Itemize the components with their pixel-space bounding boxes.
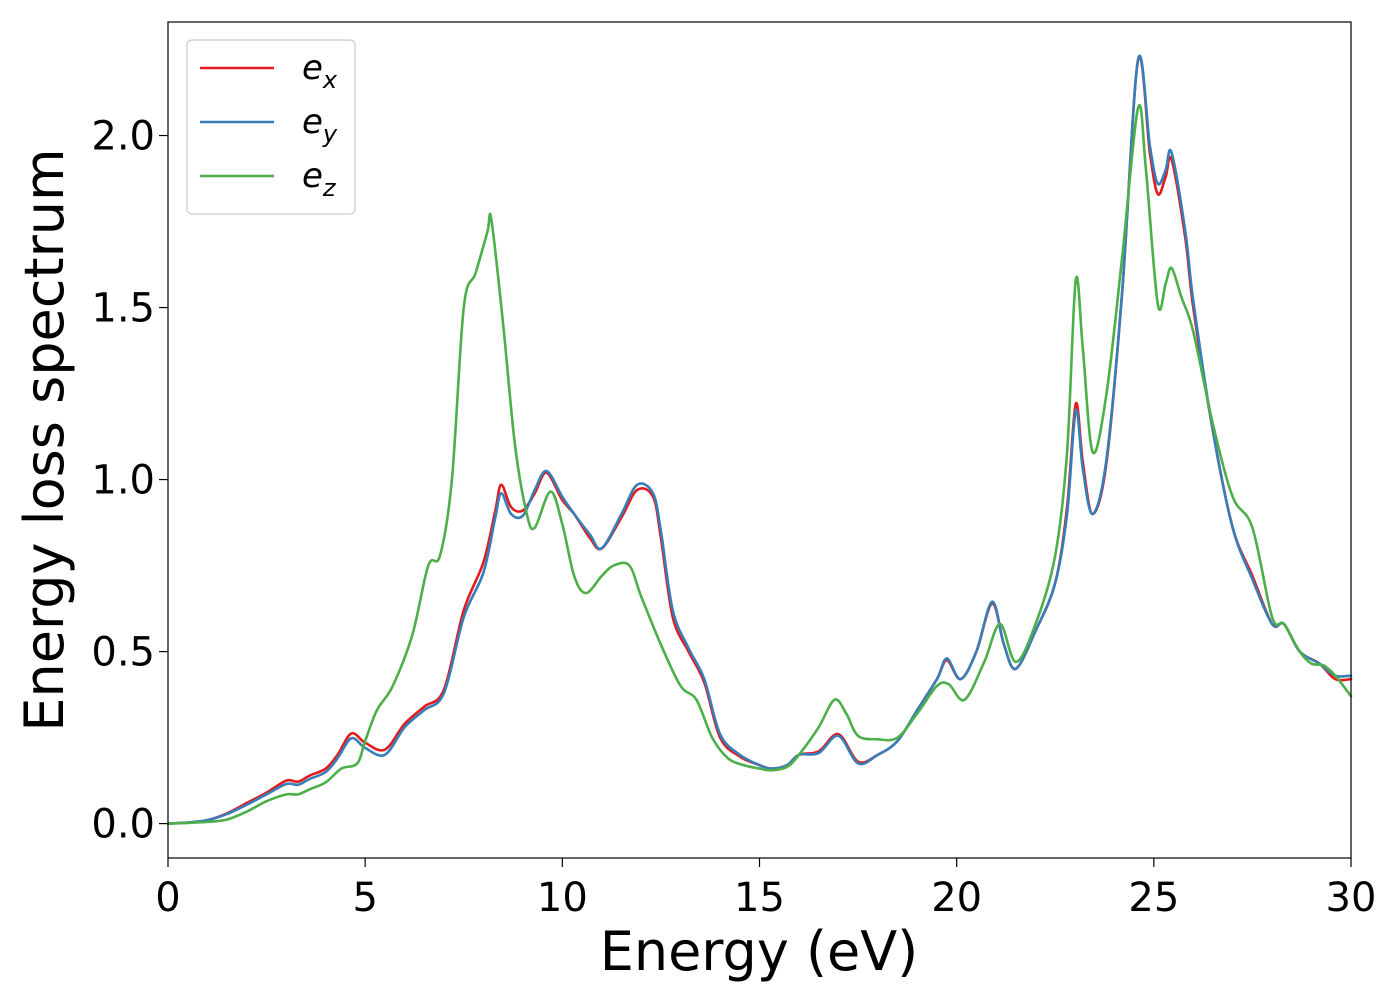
x-axis-title: Energy (eV)	[600, 920, 919, 983]
y-tick-label: 1.5	[91, 286, 155, 332]
y-tick-label: 0.0	[91, 802, 155, 848]
x-tick-label: 25	[1128, 875, 1179, 921]
y-tick-label: 2.0	[91, 114, 155, 160]
legend-label-z: ez	[302, 156, 337, 202]
x-tick-label: 5	[352, 875, 377, 921]
y-axis-ticks: 0.0 0.5 1.0 1.5 2.0	[91, 114, 168, 848]
series-layer	[166, 54, 1353, 825]
y-tick-label: 1.0	[91, 458, 155, 504]
series-line-y	[166, 54, 1353, 825]
legend-box	[186, 39, 356, 215]
x-tick-label: 10	[537, 875, 588, 921]
y-axis-title: Energy loss spectrum	[13, 148, 76, 731]
series-line-z	[166, 104, 1353, 825]
x-tick-label: 0	[155, 875, 180, 921]
legend-label-x: ex	[302, 48, 338, 94]
x-axis-ticks: 0 5 10 15 20 25 30	[155, 858, 1376, 921]
x-tick-label: 15	[734, 875, 785, 921]
x-tick-label: 30	[1326, 875, 1377, 921]
legend-label-y: ey	[302, 102, 338, 148]
x-tick-label: 20	[931, 875, 982, 921]
y-tick-label: 0.5	[91, 630, 155, 676]
legend: ex ey ez	[186, 39, 356, 215]
